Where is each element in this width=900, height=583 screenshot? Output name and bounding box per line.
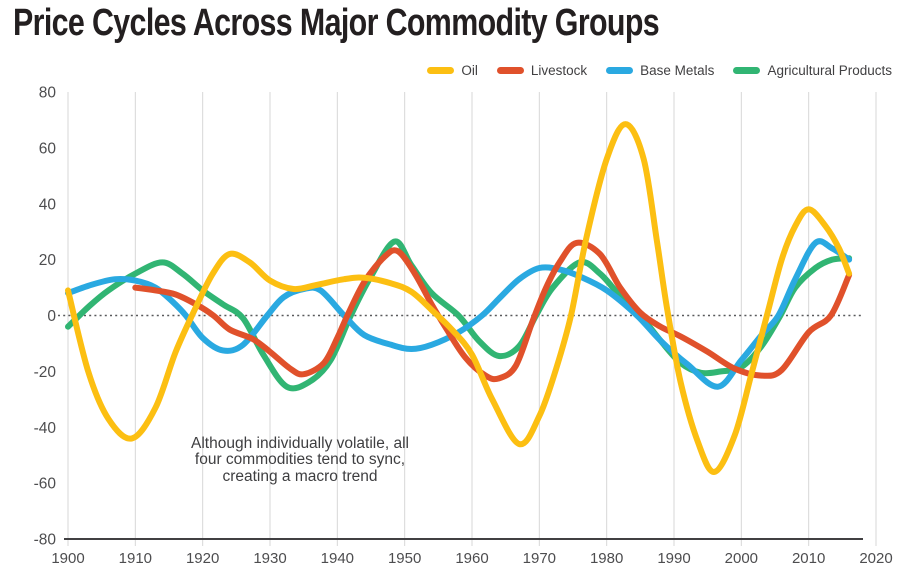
x-axis-label: 2000 [725, 550, 758, 567]
x-axis-label: 1920 [186, 550, 219, 567]
y-axis-label: 60 [39, 140, 57, 157]
y-axis-label: -40 [34, 420, 57, 437]
chart-annotation: Although individually volatile, all four… [140, 435, 460, 485]
annotation-line: Although individually volatile, all [191, 435, 409, 452]
x-axis-label: 1990 [657, 550, 690, 567]
x-axis-label: 1900 [51, 550, 84, 567]
y-axis-label: 0 [47, 308, 56, 325]
y-axis-label: 40 [39, 196, 57, 213]
legend-item-oil: Oil [427, 63, 478, 78]
y-axis-label: -20 [34, 364, 57, 381]
legend-item-livestock: Livestock [496, 63, 588, 78]
x-axis-label: 1940 [321, 550, 354, 567]
legend-swatch-icon [606, 66, 634, 75]
y-axis-label: 80 [39, 85, 57, 102]
y-axis-label: -80 [34, 532, 57, 549]
x-axis-label: 1980 [590, 550, 623, 567]
series-line-oil [65, 121, 853, 475]
chart-title: Price Cycles Across Major Commodity Grou… [13, 2, 660, 44]
y-axis-label: -60 [34, 476, 57, 493]
series-line-base-metals [65, 238, 853, 390]
series-line-livestock [132, 239, 853, 383]
legend-item-base-metals: Base Metals [606, 63, 714, 78]
annotation-line: four commodities tend to sync, [194, 451, 406, 469]
x-axis-label: 1950 [388, 550, 421, 567]
legend-label: Base Metals [640, 63, 715, 78]
x-axis-label: 1930 [253, 550, 286, 567]
x-axis-label: 1970 [523, 550, 556, 567]
y-axis-label: 20 [39, 252, 57, 269]
annotation-line: creating a macro trend [222, 467, 378, 485]
x-axis-label: 2020 [859, 550, 892, 567]
legend-label: Agricultural Products [767, 63, 892, 78]
chart-legend: Oil Livestock Base Metals Agricultural Prod… [427, 63, 892, 78]
x-axis-label: 1910 [119, 550, 152, 567]
x-axis-label: 1960 [455, 550, 488, 567]
legend-swatch-icon [427, 66, 455, 75]
legend-label: Oil [461, 63, 478, 78]
legend-swatch-icon [733, 66, 761, 75]
x-axis-label: 2010 [792, 550, 825, 567]
legend-swatch-icon [496, 66, 524, 75]
legend-item-agricultural-products: Agricultural Products [733, 63, 892, 78]
legend-label: Livestock [530, 63, 588, 78]
